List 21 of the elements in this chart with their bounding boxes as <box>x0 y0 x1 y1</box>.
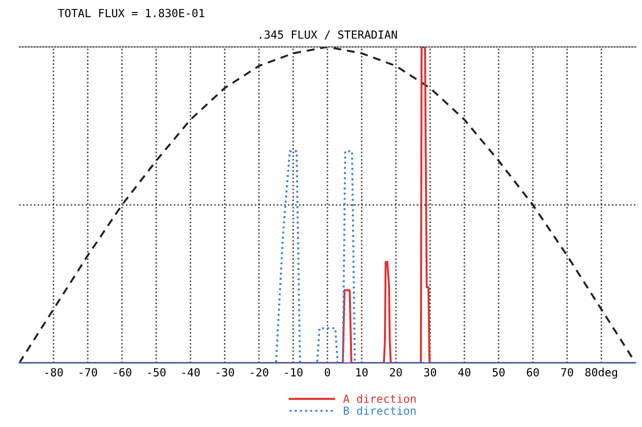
x-tick-label: 80deg <box>585 368 618 379</box>
x-tick-label: 50 <box>492 368 505 376</box>
x-tick-label: 70 <box>561 368 574 376</box>
text: TOTAL FLUX = 1.830E-01 <box>58 8 204 18</box>
legend-label: A direction <box>343 394 416 403</box>
chart-title: .345 FLUX / STERADIAN <box>260 30 397 40</box>
x-tick-label: 20 <box>390 368 402 376</box>
x-tick-label: -60 <box>114 368 132 376</box>
x-tick-label: -40 <box>182 368 200 376</box>
x-tick-label: -80 <box>45 368 63 376</box>
x-tick-label: 0 <box>324 368 330 376</box>
x-tick-label: -70 <box>80 368 98 376</box>
legend-label: B direction <box>344 406 416 415</box>
x-tick-label: 40 <box>458 368 470 376</box>
x-tick-label: 10 <box>356 368 368 376</box>
x-tick-label: -50 <box>148 368 166 376</box>
x-tick-label: -20 <box>250 368 268 376</box>
x-tick-label: -10 <box>285 368 302 376</box>
x-tick-label: 60 <box>526 368 539 376</box>
x-tick-label: 30 <box>424 368 436 376</box>
x-tick-label: -30 <box>216 368 234 376</box>
